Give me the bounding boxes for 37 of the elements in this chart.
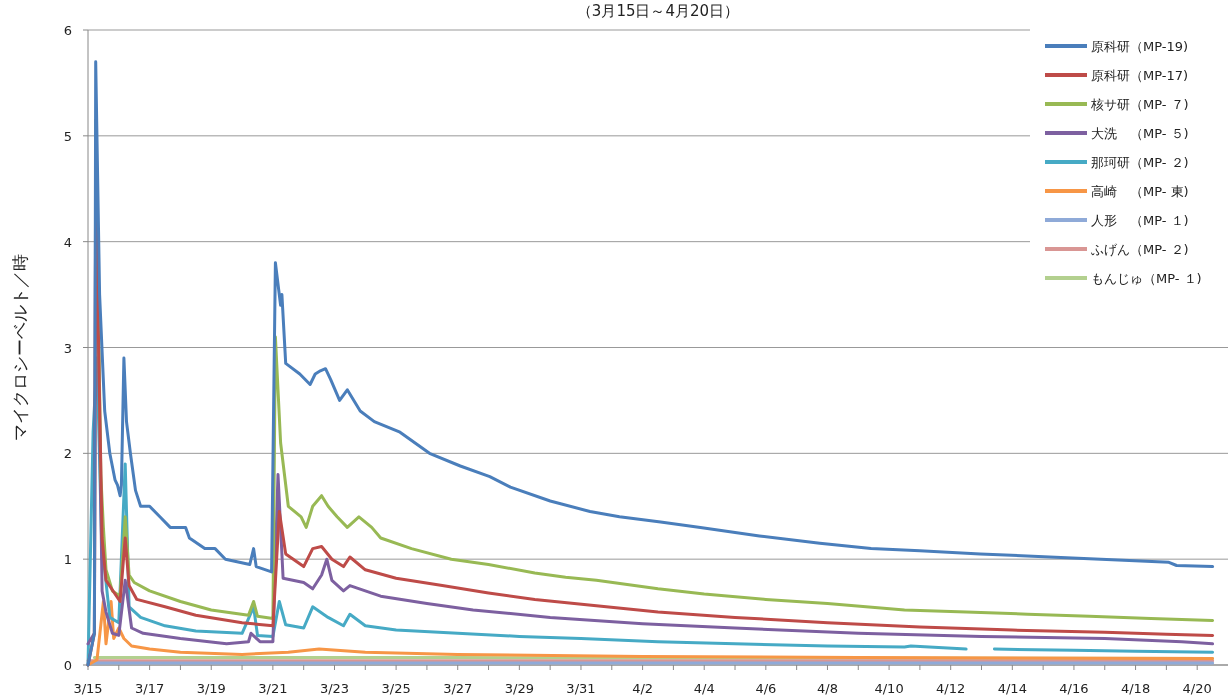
- x-tick-label: 3/25: [381, 681, 411, 696]
- x-tick-label: 4/18: [1120, 681, 1151, 696]
- legend-label: 原科研（MP-19): [1091, 39, 1189, 54]
- x-tick-label: 3/15: [73, 681, 103, 696]
- x-tick-label: 4/8: [817, 681, 838, 696]
- x-tick-label: 4/10: [874, 681, 904, 696]
- legend-label: ふげん（MP- ２): [1090, 242, 1189, 257]
- x-tick-label: 3/29: [504, 681, 534, 696]
- legend-label: 人形 （MP- １): [1091, 213, 1189, 228]
- x-tick-label: 4/6: [755, 681, 777, 696]
- x-tick-label: 3/31: [566, 681, 596, 696]
- x-tick-label: 3/17: [135, 681, 165, 696]
- x-tick-label: 3/19: [196, 681, 226, 696]
- legend-label: 高崎 （MP- 東): [1091, 184, 1189, 199]
- x-tick-label: 4/2: [632, 681, 654, 696]
- x-tick-label: 3/27: [443, 681, 473, 696]
- y-tick-label: 5: [63, 128, 72, 144]
- x-tick-label: 4/4: [693, 681, 715, 696]
- y-tick-label: 1: [63, 552, 72, 568]
- y-axis-title: マイクロシーベルト／時: [10, 254, 30, 441]
- y-tick-label: 3: [63, 340, 72, 356]
- y-tick-label: 4: [63, 234, 72, 250]
- legend-label: 核サ研（MP- ７): [1090, 97, 1189, 112]
- y-tick-label: 2: [63, 446, 72, 462]
- y-tick-label: 0: [63, 658, 72, 673]
- legend-label: 原科研（MP-17): [1091, 68, 1189, 83]
- legend-label: 大洗 （MP- ５): [1091, 126, 1189, 141]
- x-tick-label: 3/23: [319, 681, 350, 696]
- legend-label: もんじゅ（MP- １): [1091, 271, 1202, 286]
- x-tick-label: 3/21: [258, 681, 288, 696]
- chart-title: （3月15日～4月20日）: [576, 2, 740, 20]
- x-tick-label: 4/20: [1182, 681, 1212, 696]
- x-tick-label: 4/16: [1059, 681, 1089, 696]
- legend-label: 那珂研（MP- ２): [1091, 155, 1189, 170]
- x-tick-label: 4/12: [936, 681, 966, 696]
- y-tick-label: 6: [63, 23, 72, 38]
- x-tick-label: 4/14: [997, 681, 1027, 696]
